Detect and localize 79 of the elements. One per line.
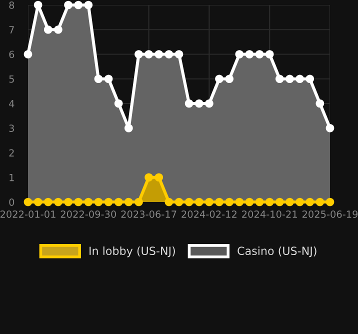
x-tick-label: 2022-09-30 [60,210,116,218]
point [44,198,52,206]
point [164,50,174,58]
point [265,198,274,206]
point [184,99,194,108]
x-tick-label: 2025-06-19 [302,210,358,218]
y-tick-label: 1 [10,174,14,182]
x-tick-label: 2022-01-01 [0,210,56,218]
point [124,124,133,132]
point [205,99,214,108]
y-tick-label: 8 [9,1,14,9]
point [235,50,244,58]
point [235,198,244,206]
point [276,74,284,84]
point [286,74,294,84]
point [124,198,133,206]
point [194,198,204,206]
point [326,198,334,206]
point [74,198,82,206]
point [225,74,234,84]
y-tick-label: 3 [9,124,14,132]
legend-label: In lobby (US-NJ) [90,246,175,258]
point [245,50,254,58]
point [64,0,72,10]
point [265,50,274,58]
point [205,198,214,206]
point [104,198,113,206]
legend-label: Casino (US-NJ) [238,246,316,258]
point [286,198,294,206]
point [306,74,314,84]
point [306,198,314,206]
point [144,173,153,182]
point [255,198,264,206]
point [104,74,113,84]
x-tick-label: 2024-02-12 [182,210,236,218]
x-tick-label: 2023-06-17 [121,210,176,218]
point [114,99,123,108]
y-tick-label: 6 [9,50,14,58]
point [316,198,324,206]
point [174,198,184,206]
point [64,198,72,206]
point [296,198,304,206]
point [84,0,93,10]
point [34,0,42,10]
point [296,74,304,84]
point [154,50,164,58]
point [276,198,284,206]
point [94,74,103,84]
point [245,198,254,206]
point [24,50,32,58]
y-tick-label: 2 [9,149,14,156]
point [44,25,52,34]
point [154,173,164,182]
y-tick-label: 4 [9,100,14,108]
y-tick-label: 7 [9,26,14,34]
point [225,198,234,206]
point [54,25,62,34]
point [54,198,62,206]
point [34,198,42,206]
point [94,198,103,206]
point [134,50,143,58]
point [215,198,224,206]
y-tick-label: 5 [9,75,14,83]
point [164,198,174,206]
point [174,50,184,58]
y-tick-label: 0 [9,198,14,206]
point [326,124,334,132]
point [74,0,82,10]
x-tick-label: 2024-10-21 [242,210,297,218]
point [255,50,264,58]
point [316,99,324,108]
point [114,198,123,206]
point [134,198,143,206]
point [194,99,204,108]
point [184,198,194,206]
point [144,50,153,58]
point [24,198,32,206]
point [84,198,93,206]
point [215,74,224,84]
